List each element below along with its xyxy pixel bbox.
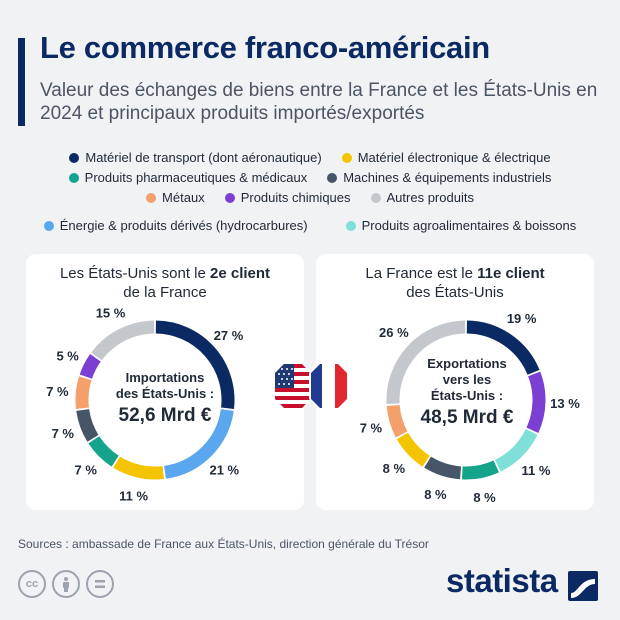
imports-donut-chart: 27 % 21 % 11 % 7 % 7 % 7 % 5 % 15 % (46, 306, 244, 504)
title-accent-bar (18, 38, 25, 126)
imports-slice-3 (113, 456, 165, 480)
exports-slice-3 (494, 428, 538, 472)
exports-heading-prefix: La France est le (365, 265, 478, 282)
legend-swatch (43, 220, 54, 231)
exports-card: La France est le 11e client des États-Un… (316, 254, 594, 510)
legend-row-4: Énergie & produits dérivés (hydrocarbure… (0, 218, 620, 233)
imports-slice-label-1: 27 % (214, 328, 244, 343)
exports-slice-label-3: 11 % (522, 463, 551, 478)
exports-center-line3: États-Unis : (430, 388, 504, 403)
exports-heading-suffix: des États-Unis (406, 284, 504, 301)
exports-slice-label-4: 8 % (473, 490, 496, 505)
legend-label: Métaux (162, 190, 205, 205)
exports-slice-5 (424, 456, 462, 480)
imports-heading-prefix: Les États-Unis sont le (59, 265, 211, 282)
legend-label: Produits agroalimentaires & boissons (361, 218, 577, 233)
us-flag-icon (273, 362, 313, 410)
imports-slice-2 (163, 408, 234, 479)
legend-item: Produits agroalimentaires & boissons (345, 218, 577, 233)
exports-slice-2 (526, 371, 546, 433)
exports-slice-6 (396, 432, 430, 467)
imports-card-heading: Les États-Unis sont le 2e client de la F… (26, 264, 304, 302)
legend-label: Machines & équipements industriels (343, 170, 552, 185)
legend-item: Autres produits (370, 190, 474, 205)
legend-row-3: Métaux Produits chimiques Autres produit… (0, 190, 620, 205)
statista-logo-icon[interactable] (568, 571, 598, 601)
legend-label: Matériel de transport (dont aéronautique… (85, 150, 322, 165)
exports-slice-label-2: 13 % (550, 396, 580, 411)
page-subtitle: Valeur des échanges de biens entre la Fr… (40, 80, 598, 124)
exports-slice-1 (466, 320, 540, 375)
legend-item: Produits pharmaceutiques & médicaux (68, 170, 308, 185)
legend-swatch (68, 172, 79, 183)
legend-swatch (69, 152, 80, 163)
statista-logo-text[interactable]: statista (446, 562, 558, 599)
imports-center-line1: Importations (125, 370, 205, 385)
imports-slice-5 (76, 408, 99, 442)
exports-donut-chart: 19 % 13 % 11 % 8 % 8 % 8 % 7 % 26 % (360, 311, 580, 505)
exports-slice-label-5: 8 % (424, 487, 447, 502)
exports-center-line2: vers les (442, 372, 492, 387)
imports-slice-4 (88, 436, 119, 467)
legend-swatch (327, 172, 338, 183)
imports-slice-label-8: 15 % (96, 306, 126, 321)
france-flag-icon (309, 362, 349, 410)
exports-slice-7 (386, 404, 408, 438)
exports-slice-4 (461, 460, 499, 480)
imports-slice-label-3: 11 % (119, 489, 148, 504)
legend-item: Produits chimiques (224, 190, 351, 205)
legend-label: Énergie & produits dérivés (hydrocarbure… (59, 218, 308, 233)
exports-slice-label-1: 19 % (507, 311, 537, 326)
imports-slice-label-5: 7 % (52, 426, 75, 441)
imports-slice-label-4: 7 % (75, 462, 98, 477)
legend-item: Machines & équipements industriels (327, 170, 551, 185)
license-icons: cc (18, 570, 114, 598)
imports-slice-7 (79, 354, 101, 379)
creative-commons-icon[interactable]: cc (18, 570, 46, 598)
legend-swatch (146, 192, 157, 203)
imports-center-text: Importations des États-Unis : 52,6 Mrd € (90, 370, 240, 426)
legend-swatch (224, 192, 235, 203)
attribution-icon[interactable] (52, 570, 80, 598)
legend-label: Produits chimiques (240, 190, 351, 205)
exports-total-value: 48,5 Mrd € (420, 407, 514, 428)
legend-item: Matériel de transport (dont aéronautique… (69, 150, 322, 165)
legend-label: Autres produits (386, 190, 474, 205)
flags-icon (273, 362, 349, 410)
imports-slice-label-6: 7 % (46, 384, 69, 399)
imports-card: Les États-Unis sont le 2e client de la F… (26, 254, 304, 510)
imports-heading-rank: 2e client (210, 265, 271, 282)
exports-slice-label-8: 26 % (379, 325, 409, 340)
exports-slice-label-7: 7 % (360, 421, 383, 436)
imports-slice-label-7: 5 % (56, 349, 79, 364)
no-derivatives-icon[interactable] (86, 570, 114, 598)
imports-total-value: 52,6 Mrd € (118, 405, 212, 426)
exports-card-heading: La France est le 11e client des États-Un… (316, 264, 594, 302)
imports-slice-label-2: 21 % (209, 462, 239, 477)
legend-item: Métaux (146, 190, 205, 205)
exports-slice-label-6: 8 % (383, 461, 406, 476)
exports-heading-rank: 11e client (477, 265, 545, 282)
legend-row-1: Matériel de transport (dont aéronautique… (0, 150, 620, 165)
legend-item: Matériel électronique & électrique (341, 150, 551, 165)
page-title: Le commerce franco-américain (40, 30, 490, 65)
imports-heading-suffix: de la France (123, 284, 207, 301)
legend-swatch (341, 152, 352, 163)
exports-center-text: Exportations vers les États-Unis : 48,5 … (392, 356, 542, 428)
legend-label: Matériel électronique & électrique (357, 150, 551, 165)
imports-slice-6 (75, 376, 92, 410)
imports-slice-8 (91, 320, 155, 361)
legend-swatch (370, 192, 381, 203)
exports-slice-8 (386, 320, 466, 405)
legend-item: Énergie & produits dérivés (hydrocarbure… (43, 218, 308, 233)
imports-center-line2: des États-Unis : (115, 386, 215, 401)
imports-slice-1 (155, 320, 235, 410)
legend-label: Produits pharmaceutiques & médicaux (84, 170, 308, 185)
legend-swatch (345, 220, 356, 231)
source-note: Sources : ambassade de France aux États-… (18, 537, 429, 551)
legend-row-2: Produits pharmaceutiques & médicaux Mach… (0, 170, 620, 185)
exports-center-line1: Exportations (427, 356, 507, 371)
